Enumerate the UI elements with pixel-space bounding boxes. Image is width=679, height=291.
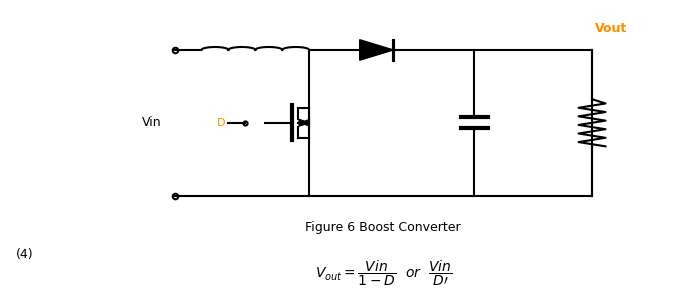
Text: D: D <box>217 118 225 128</box>
Text: Vout: Vout <box>595 22 627 35</box>
Text: (4): (4) <box>16 249 34 261</box>
Text: Vin: Vin <box>141 116 161 129</box>
Text: $V_{out} = \dfrac{Vin}{1-D}\ \ \mathit{or}\ \ \dfrac{Vin}{D\prime}$: $V_{out} = \dfrac{Vin}{1-D}\ \ \mathit{o… <box>314 259 452 288</box>
Text: Figure 6 Boost Converter: Figure 6 Boost Converter <box>306 221 461 235</box>
Polygon shape <box>360 40 393 60</box>
Polygon shape <box>299 119 309 126</box>
